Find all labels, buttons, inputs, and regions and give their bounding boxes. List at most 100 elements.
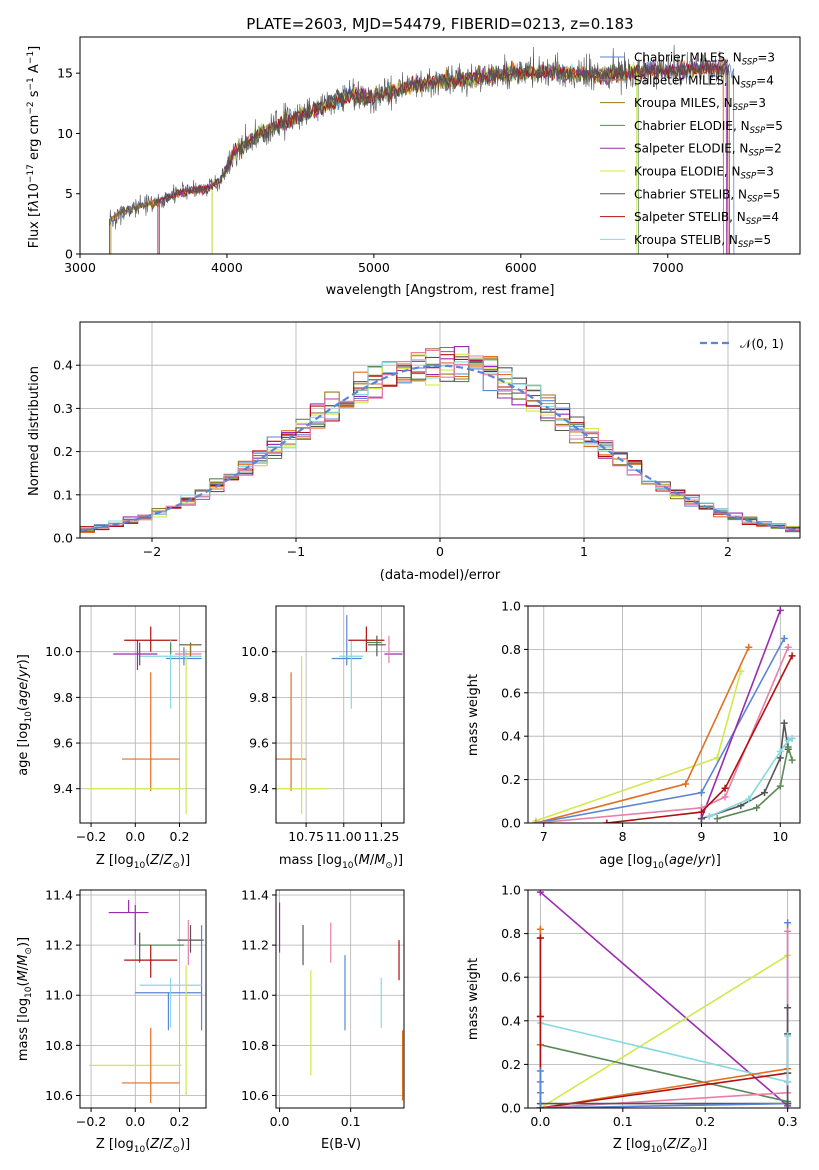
plot-area: [536, 890, 792, 1108]
plus-marker: [705, 812, 713, 820]
weight-line: [540, 1072, 788, 1108]
plus-marker: [536, 1067, 544, 1075]
plus-marker: [753, 804, 761, 812]
legend-entry: Chabrier ELODIE, NSSP=5: [634, 119, 783, 136]
plot-area: [276, 615, 403, 814]
y-tick-label: 0.6: [501, 685, 521, 700]
x-tick-label: −2: [143, 544, 161, 559]
x-tick-label: 6000: [505, 260, 537, 275]
plus-marker: [697, 789, 705, 797]
y-tick-label: 10: [57, 126, 73, 141]
y-tick-label: 11.0: [45, 988, 73, 1003]
age-weight-ylabel: mass weight: [466, 674, 481, 756]
weight-line: [535, 670, 742, 822]
x-tick-label: 0.0: [125, 1114, 145, 1129]
plus-marker: [536, 1104, 544, 1108]
x-tick-label: 0.1: [341, 1114, 361, 1129]
legend-entry: Kroupa STELIB, NSSP=5: [634, 233, 771, 250]
plus-marker: [536, 934, 544, 942]
y-tick-label: 15: [57, 66, 73, 81]
axes-frame: [527, 605, 801, 824]
residual-hist-panel: −2 −1 0 1 2 0.0 0.1 0.2 0.3 0.4 𝒩(0, 1): [53, 321, 801, 559]
plot-area: [278, 902, 404, 1101]
y-tick-label: 10.6: [45, 1088, 73, 1103]
axes-frame: [79, 321, 801, 539]
plus-marker: [784, 643, 792, 651]
x-tick-label: 0.2: [170, 1114, 190, 1129]
plus-marker: [745, 643, 753, 651]
y-tick-label: 0.4: [501, 729, 521, 744]
plot-area: [88, 900, 204, 1103]
plus-marker: [697, 815, 705, 823]
hist-step-pink: [80, 349, 800, 533]
legend-entry: Kroupa ELODIE, NSSP=3: [634, 165, 774, 182]
plus-marker: [784, 919, 792, 927]
weight-line: [540, 1091, 788, 1108]
axes-frame: [79, 605, 207, 824]
mass-age-xlabel: mass [log10(M/M⊙)]: [279, 853, 403, 871]
plus-marker: [536, 1012, 544, 1020]
weight-line: [701, 723, 789, 820]
plus-marker: [682, 780, 690, 788]
plus-marker: [784, 737, 792, 745]
weight-line: [540, 1022, 788, 1083]
y-tick-label: 0.4: [501, 1013, 521, 1028]
y-tick-label: 0.2: [501, 772, 521, 787]
y-tick-label: 0.0: [501, 1101, 521, 1116]
z-mass-ylabel: mass [log10(M/M⊙)]: [16, 937, 34, 1061]
plus-marker: [697, 808, 705, 816]
spectrum-line-chabrier_stelib: [109, 44, 730, 254]
y-tick-label: 1.0: [501, 599, 521, 614]
plot-area: [109, 44, 735, 254]
plus-marker: [788, 734, 796, 742]
y-tick-label: 0.8: [501, 926, 521, 941]
plus-marker: [780, 635, 788, 643]
plus-marker: [784, 743, 792, 751]
weight-line: [539, 954, 789, 1108]
legend-entry: Salpeter MILES, NSSP=4: [634, 73, 774, 90]
y-tick-label: 11.4: [241, 888, 269, 903]
y-tick-label: 9.8: [249, 690, 269, 705]
y-tick-label: 0.6: [501, 970, 521, 985]
plus-marker: [776, 754, 784, 762]
spectrum-line-kroupa_elodie: [211, 61, 638, 254]
y-tick-label: 0.0: [501, 816, 521, 831]
plus-marker: [784, 1100, 792, 1108]
axes-frame: [79, 36, 801, 255]
mass-age-panel: 10.75 11.00 11.25 9.4 9.6 9.8 10.0: [241, 605, 405, 844]
x-tick-label: 2: [724, 544, 732, 559]
x-tick-label: 0.0: [530, 1114, 550, 1129]
legend-entry: Kroupa MILES, NSSP=3: [634, 96, 766, 113]
z-age-panel: −0.2 0.0 0.2 9.4 9.6 9.8 10.0: [45, 605, 207, 844]
x-tick-label: 0.0: [125, 829, 145, 844]
gaussian-curve: [80, 364, 800, 532]
y-tick-label: 9.6: [53, 736, 73, 751]
z-weight-xlabel: Z [log10(Z/Z⊙)]: [613, 1137, 707, 1155]
x-tick-label: 0.1: [613, 1114, 633, 1129]
y-tick-label: 9.4: [53, 781, 73, 796]
y-tick-label: 0.8: [501, 642, 521, 657]
age-weight-panel: 7 8 9 10 0.0 0.2 0.4 0.6 0.8 1.0: [501, 599, 801, 844]
y-tick-label: 0.1: [53, 487, 73, 502]
plus-marker: [776, 747, 784, 755]
z-weight-panel: 0.0 0.1 0.2 0.3 0.0 0.2 0.4 0.6 0.8 1.0: [501, 883, 801, 1129]
x-tick-label: −0.2: [76, 829, 106, 844]
weight-line: [606, 655, 793, 823]
spectrum-line-salpeter_stelib: [157, 61, 729, 254]
y-tick-label: 0.4: [53, 358, 73, 373]
plot-area: [532, 606, 796, 823]
y-tick-label: 11.2: [45, 938, 73, 953]
plus-marker: [784, 1032, 792, 1040]
weight-line: [539, 891, 789, 1107]
plus-marker: [536, 1089, 544, 1097]
y-tick-label: 10.8: [241, 1038, 269, 1053]
x-tick-label: 5000: [358, 260, 390, 275]
hist-xlabel: (data-model)/error: [380, 568, 501, 583]
weight-line: [700, 610, 782, 819]
plus-marker: [745, 795, 753, 803]
x-tick-label: 7000: [652, 260, 684, 275]
plus-marker: [784, 1004, 792, 1012]
hist-ylabel: Normed distribution: [27, 366, 42, 496]
y-tick-label: 9.4: [249, 781, 269, 796]
